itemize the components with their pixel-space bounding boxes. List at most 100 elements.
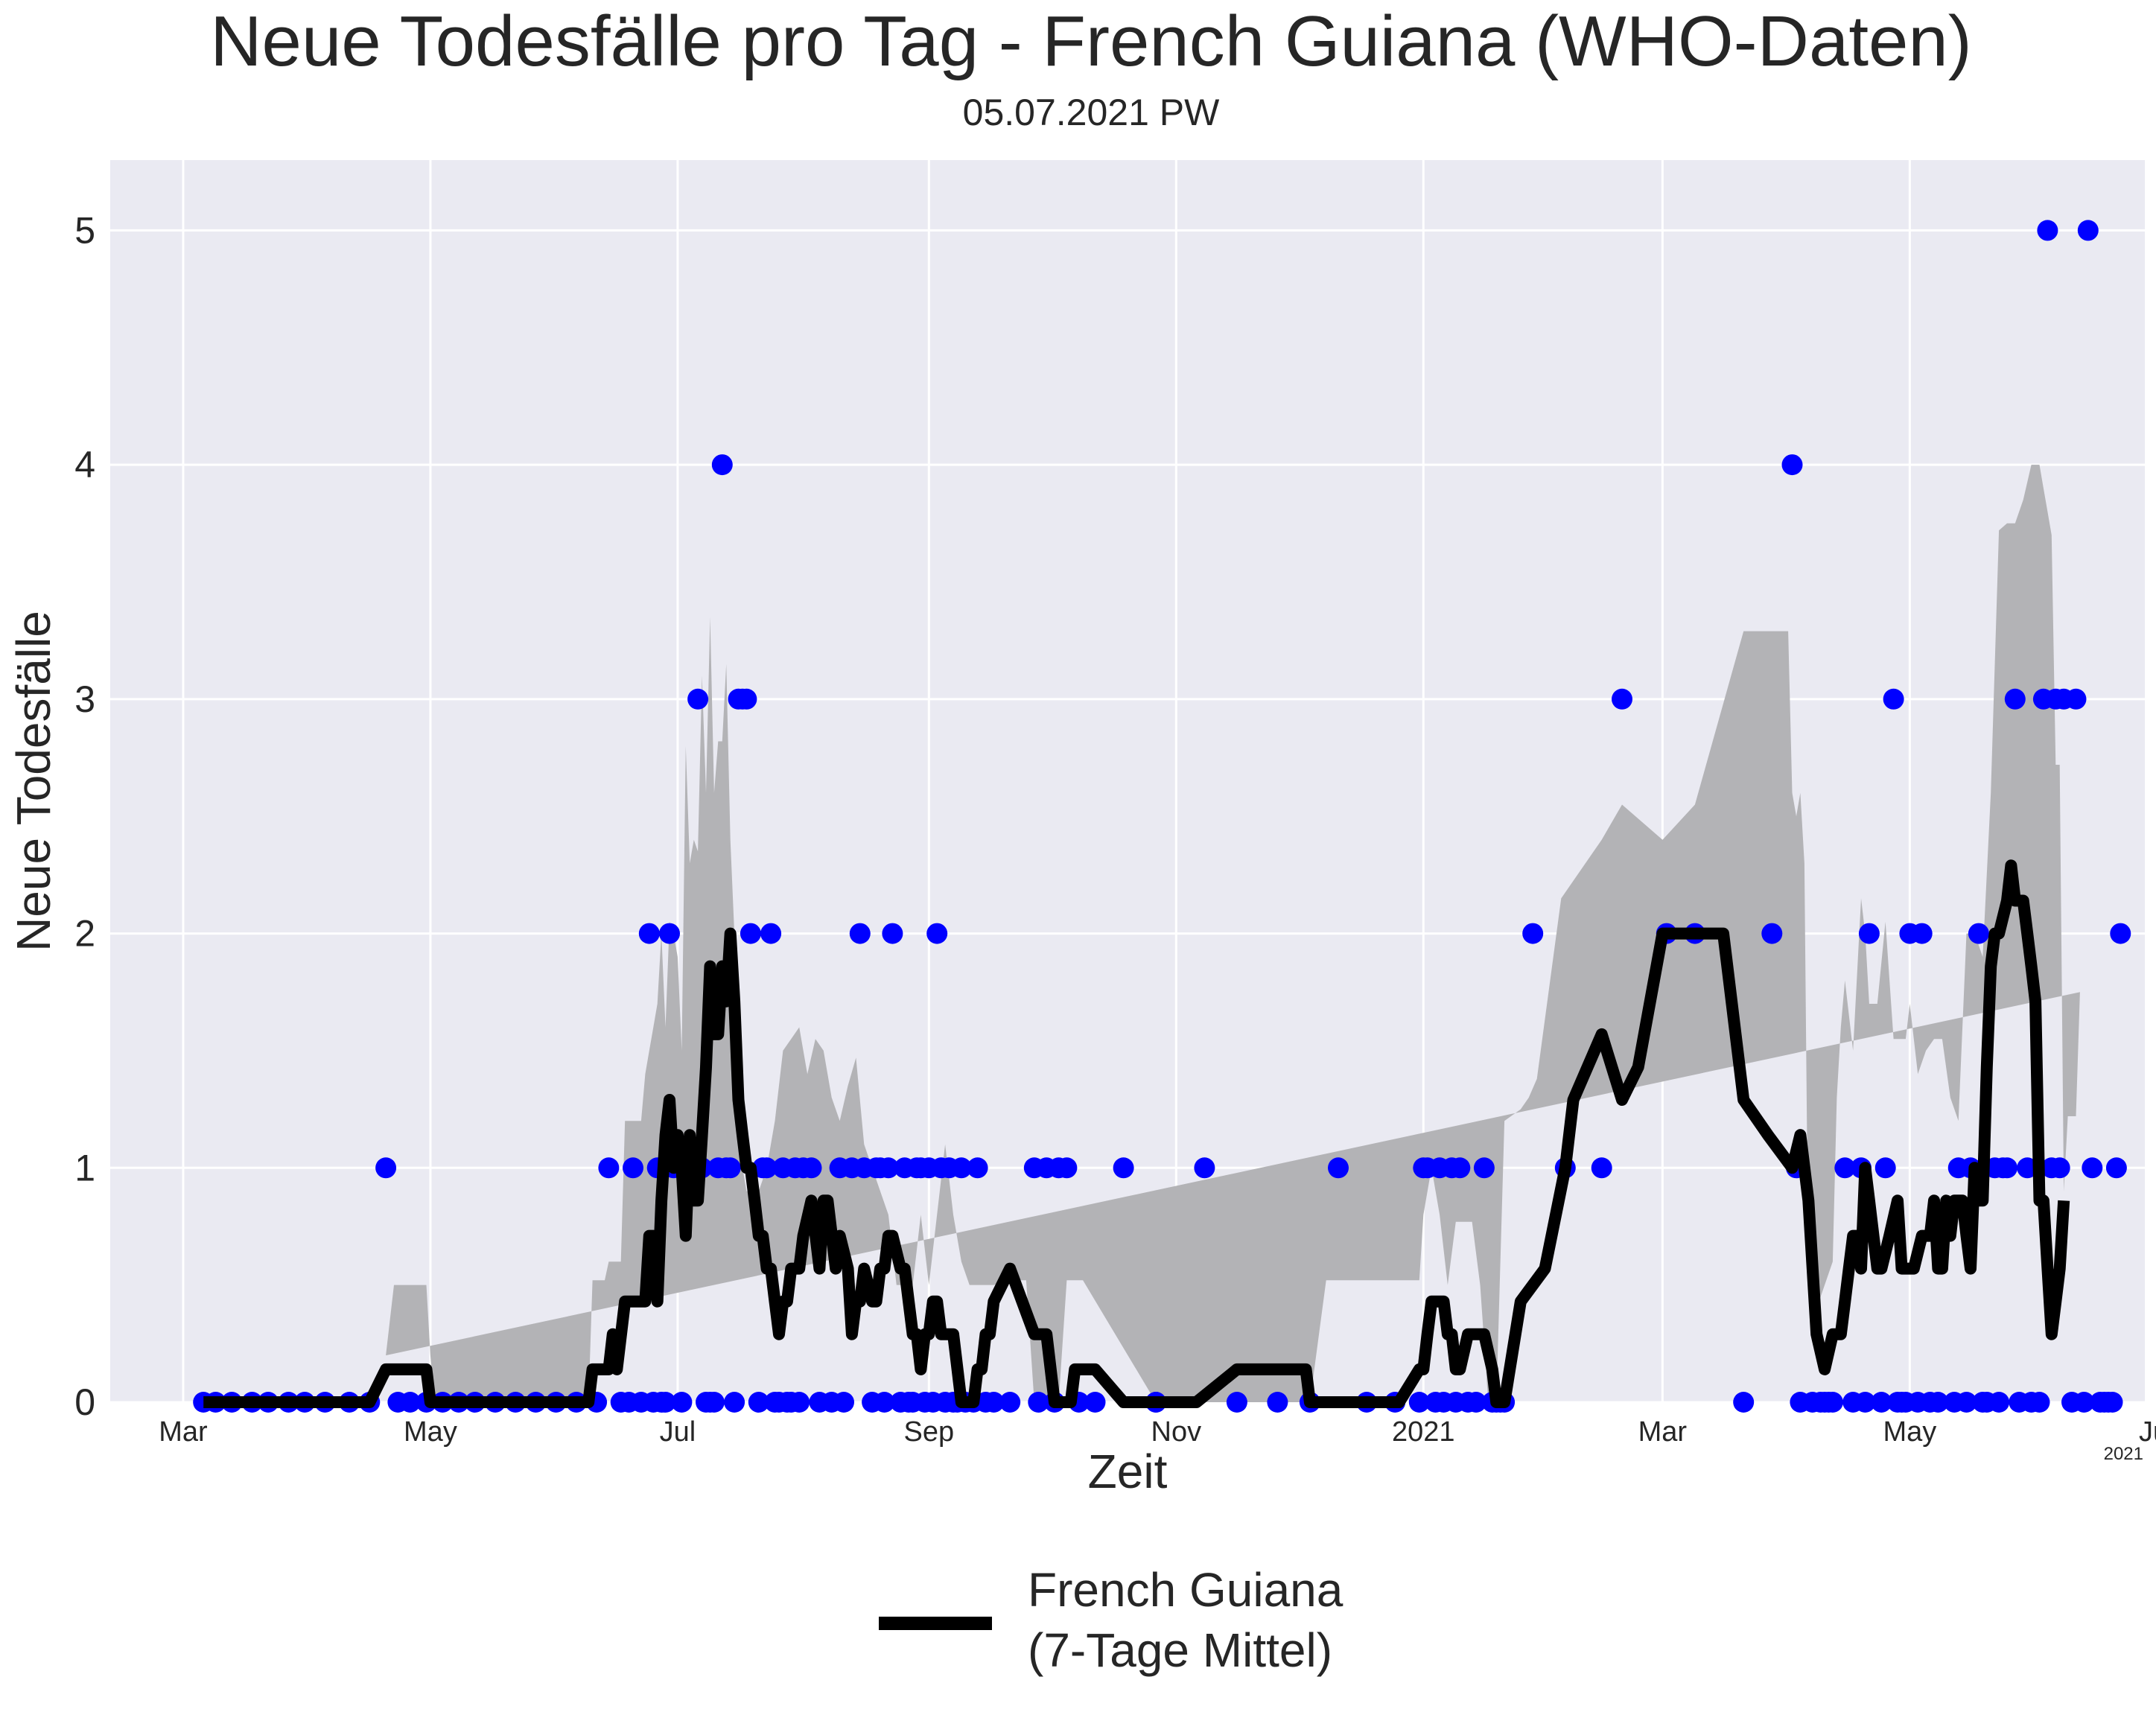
data-point bbox=[1733, 1392, 1755, 1413]
data-point bbox=[760, 923, 782, 944]
data-point bbox=[1968, 923, 1989, 944]
data-point bbox=[1466, 1392, 1486, 1413]
data-point bbox=[833, 1392, 854, 1413]
y-tick-label: 4 bbox=[74, 444, 95, 486]
data-point bbox=[1591, 1157, 1612, 1179]
data-point bbox=[1408, 1392, 1430, 1413]
data-point bbox=[789, 1392, 810, 1413]
data-point bbox=[1473, 1157, 1495, 1179]
x-tick-label: Jul bbox=[660, 1416, 696, 1448]
data-point bbox=[801, 1157, 822, 1179]
data-point bbox=[671, 1392, 693, 1413]
data-point bbox=[703, 1392, 725, 1413]
data-point bbox=[1781, 454, 1803, 476]
data-point bbox=[1612, 688, 1632, 710]
data-point bbox=[1874, 1157, 1896, 1179]
y-tick-labels: 0 1 2 3 4 5 bbox=[74, 209, 95, 1423]
data-point bbox=[2004, 688, 2026, 710]
data-point bbox=[2065, 688, 2087, 710]
legend-label-line1: French Guiana bbox=[1028, 1563, 1343, 1617]
data-point bbox=[1997, 1157, 2017, 1179]
data-point bbox=[756, 1157, 778, 1179]
data-point bbox=[736, 688, 757, 710]
data-point bbox=[882, 923, 903, 944]
x-tick-labels: Mar May Jul Sep Nov 2021 Mar May Jul bbox=[159, 1416, 2156, 1448]
data-point bbox=[1956, 1392, 1977, 1413]
moving-average-line bbox=[203, 859, 2070, 1408]
data-point bbox=[2105, 1157, 2127, 1179]
data-point bbox=[1822, 1392, 1843, 1413]
y-tick-label: 0 bbox=[74, 1381, 95, 1423]
chart-title: Neue Todesfälle pro Tag - French Guiana … bbox=[210, 1, 1972, 81]
data-point bbox=[1267, 1392, 1288, 1413]
data-point bbox=[1028, 1392, 1049, 1413]
data-point bbox=[1883, 688, 1904, 710]
data-point bbox=[1927, 1392, 1949, 1413]
data-point bbox=[1084, 1392, 1106, 1413]
data-point bbox=[2049, 1157, 2070, 1179]
data-point bbox=[2037, 220, 2058, 241]
x-tick-label: Mar bbox=[1638, 1416, 1688, 1448]
data-point bbox=[659, 923, 680, 944]
x-tick-label: Jul bbox=[2139, 1416, 2156, 1448]
data-point bbox=[967, 1157, 988, 1179]
data-point bbox=[1871, 1392, 1892, 1413]
x-tick-label: May bbox=[1883, 1416, 1936, 1448]
data-point bbox=[2073, 1392, 2095, 1413]
x-tick-label: Nov bbox=[1151, 1416, 1202, 1448]
y-axis-label: Neue Todesfälle bbox=[7, 611, 60, 952]
data-point bbox=[1911, 923, 1933, 944]
y-tick-label: 3 bbox=[74, 678, 95, 720]
data-point bbox=[877, 1157, 899, 1179]
data-point bbox=[399, 1392, 421, 1413]
x-tick-label: Sep bbox=[904, 1416, 955, 1448]
y-tick-label: 5 bbox=[74, 209, 95, 251]
data-point bbox=[950, 1157, 972, 1179]
legend-label-line2: (7-Tage Mittel) bbox=[1028, 1623, 1332, 1677]
x-tick-label: May bbox=[404, 1416, 457, 1448]
y-tick-label: 1 bbox=[74, 1147, 95, 1188]
data-point bbox=[1194, 1157, 1215, 1179]
data-point bbox=[1113, 1157, 1134, 1179]
data-point bbox=[623, 1157, 643, 1179]
data-point bbox=[849, 923, 871, 944]
chart-subtitle: 05.07.2021 PW bbox=[963, 92, 1220, 133]
data-point bbox=[2029, 1392, 2050, 1413]
data-point bbox=[655, 1392, 676, 1413]
data-point bbox=[2110, 923, 2131, 944]
data-point bbox=[1449, 1157, 1471, 1179]
data-point bbox=[926, 923, 948, 944]
data-point bbox=[2077, 220, 2099, 241]
data-point bbox=[1328, 1157, 1349, 1179]
data-point bbox=[1226, 1392, 1247, 1413]
data-point bbox=[2082, 1157, 2103, 1179]
data-point bbox=[1988, 1392, 2010, 1413]
data-point bbox=[874, 1392, 895, 1413]
data-point bbox=[1761, 923, 1783, 944]
data-point bbox=[740, 923, 761, 944]
y-tick-label: 2 bbox=[74, 913, 95, 955]
x-axis-label: Zeit bbox=[1088, 1445, 1168, 1498]
x-offset-label: 2021 bbox=[2104, 1444, 2143, 1464]
data-point bbox=[983, 1392, 1005, 1413]
data-point bbox=[748, 1392, 769, 1413]
x-tick-label: 2021 bbox=[1392, 1416, 1455, 1448]
data-point bbox=[598, 1157, 620, 1179]
data-point bbox=[719, 1157, 741, 1179]
data-point bbox=[375, 1157, 397, 1179]
data-point bbox=[2017, 1157, 2038, 1179]
data-point bbox=[2102, 1392, 2123, 1413]
data-point bbox=[711, 454, 733, 476]
data-point bbox=[1056, 1157, 1078, 1179]
data-point bbox=[1854, 1392, 1876, 1413]
data-point bbox=[1522, 923, 1544, 944]
x-tick-label: Mar bbox=[159, 1416, 208, 1448]
data-point bbox=[638, 923, 660, 944]
data-point bbox=[687, 688, 709, 710]
legend: French Guiana (7-Tage Mittel) bbox=[879, 1563, 1343, 1677]
data-point bbox=[999, 1392, 1021, 1413]
data-point bbox=[1834, 1157, 1856, 1179]
data-point bbox=[1858, 923, 1880, 944]
data-point bbox=[724, 1392, 745, 1413]
